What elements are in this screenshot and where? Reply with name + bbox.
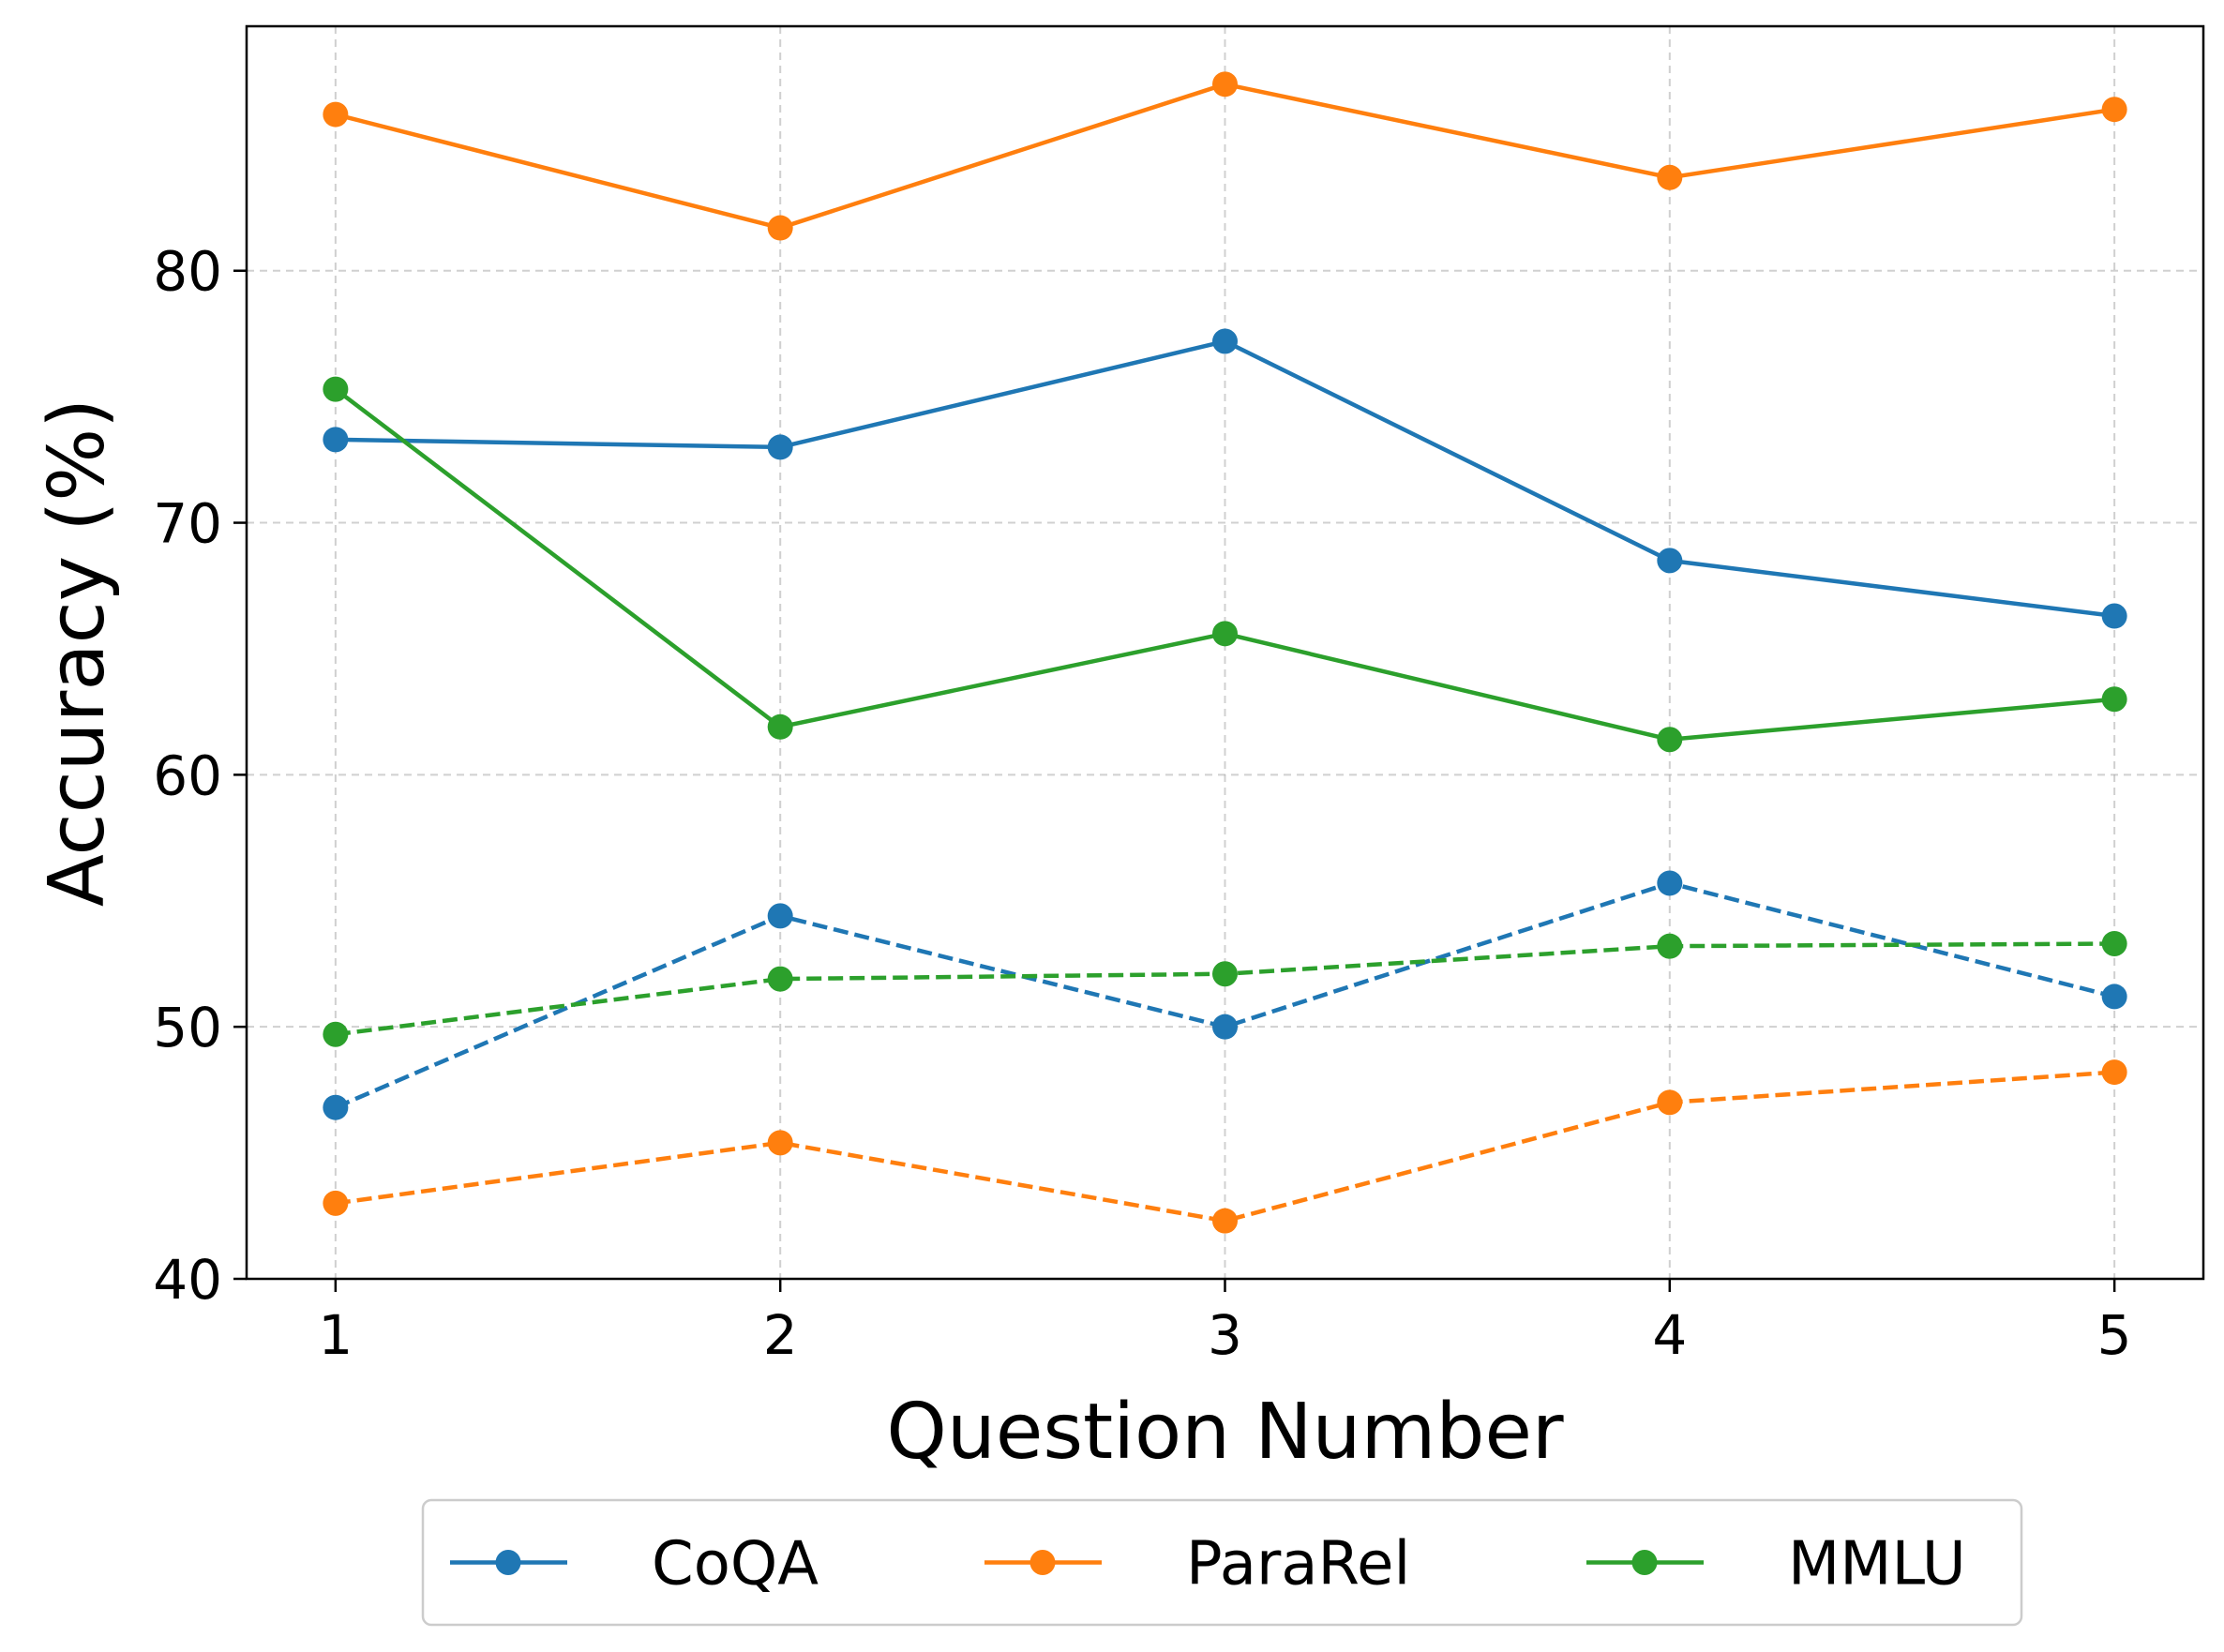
grid: [247, 26, 2203, 1279]
legend-item-pararel: ParaRel: [984, 1530, 1410, 1599]
y-axis-title: Accuracy (%): [33, 398, 122, 907]
data-point: [323, 376, 349, 402]
data-point: [1657, 933, 1683, 959]
series-pararel-dashed: [323, 1059, 2127, 1234]
data-point: [767, 215, 793, 241]
y-tick-label: 40: [153, 1248, 222, 1312]
y-tick-label: 60: [153, 743, 222, 807]
series-mmlu-dashed: [323, 930, 2127, 1047]
data-point: [2101, 97, 2127, 123]
x-tick-label: 2: [763, 1303, 798, 1367]
legend-box: [421, 1498, 2023, 1627]
legend-marker: [1029, 1550, 1056, 1575]
data-point: [2101, 930, 2127, 956]
data-point: [1657, 870, 1683, 896]
legend-item-coqa: CoQA: [450, 1530, 819, 1599]
series-line: [334, 880, 2115, 1110]
series-group: [323, 71, 2127, 1234]
y-tick-label: 80: [153, 240, 222, 304]
legend: CoQA ParaRel MMLU: [421, 1498, 2023, 1627]
x-tick-label: 5: [2097, 1303, 2132, 1367]
legend-label: ParaRel: [1186, 1530, 1410, 1599]
data-point: [1657, 548, 1683, 574]
data-point: [2101, 686, 2127, 713]
y-tick-label: 50: [153, 996, 222, 1059]
series-mmlu-solid: [323, 376, 2127, 753]
x-tick-label: 3: [1208, 1303, 1242, 1367]
data-point: [767, 434, 793, 460]
legend-label: MMLU: [1788, 1530, 1966, 1599]
y-tick-label: 70: [153, 492, 222, 556]
series-coqa-solid: [323, 328, 2127, 629]
data-point: [767, 966, 793, 992]
data-point: [2101, 603, 2127, 629]
data-point: [1212, 961, 1238, 987]
data-point: [1212, 328, 1238, 354]
axis-ticks: 1 2 3 4 5 40 50 60 70 80: [153, 240, 2131, 1367]
data-point: [767, 1130, 793, 1156]
data-point: [2101, 1059, 2127, 1086]
data-point: [323, 101, 349, 128]
legend-marker: [1631, 1550, 1658, 1575]
data-point: [1212, 1208, 1238, 1234]
legend-label: CoQA: [652, 1530, 819, 1599]
legend-marker: [495, 1550, 521, 1575]
data-point: [1212, 71, 1238, 98]
data-point: [323, 1190, 349, 1216]
series-pararel-solid: [323, 71, 2127, 241]
data-point: [1657, 164, 1683, 190]
x-axis-title: Question Number: [886, 1388, 1564, 1477]
x-tick-label: 4: [1652, 1303, 1687, 1367]
data-point: [1657, 727, 1683, 753]
data-point: [1212, 621, 1238, 647]
series-coqa-dashed: [323, 870, 2127, 1120]
x-tick-label: 1: [318, 1303, 353, 1367]
data-point: [323, 427, 349, 453]
data-point: [1212, 1014, 1238, 1040]
data-point: [767, 903, 793, 929]
data-point: [1657, 1089, 1683, 1116]
data-point: [2101, 984, 2127, 1010]
data-point: [323, 1021, 349, 1047]
legend-item-mmlu: MMLU: [1586, 1530, 1966, 1599]
data-point: [323, 1094, 349, 1120]
data-point: [767, 713, 793, 740]
